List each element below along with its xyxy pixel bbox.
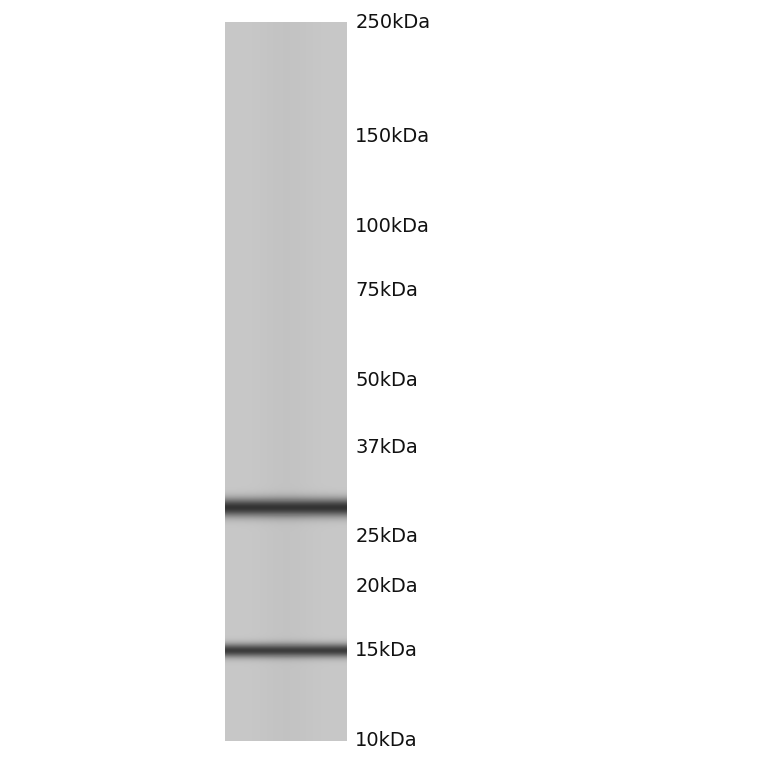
Text: 15kDa: 15kDa [355, 640, 418, 659]
Text: 50kDa: 50kDa [355, 371, 418, 390]
Text: 25kDa: 25kDa [355, 526, 418, 545]
Text: 75kDa: 75kDa [355, 280, 418, 299]
Text: 10kDa: 10kDa [355, 731, 418, 750]
Text: 250kDa: 250kDa [355, 12, 430, 31]
Text: 100kDa: 100kDa [355, 216, 430, 235]
Text: 150kDa: 150kDa [355, 127, 430, 145]
Text: 37kDa: 37kDa [355, 439, 418, 458]
Text: 20kDa: 20kDa [355, 577, 418, 595]
